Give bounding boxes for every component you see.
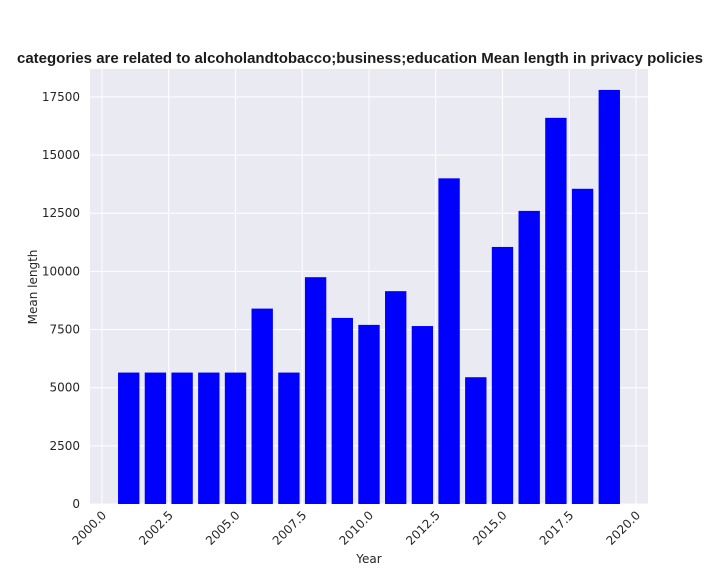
y-tick-label: 12500 <box>42 206 80 220</box>
y-tick-labels: 0 2500 5000 7500 10000 12500 15000 17500 <box>42 90 80 511</box>
bar-2001 <box>118 372 140 504</box>
y-tick-label: 5000 <box>49 381 80 395</box>
x-tick-label: 2020.0 <box>604 508 644 548</box>
x-tick-label: 2000.0 <box>70 508 110 548</box>
x-tick-labels: 2000.0 2002.5 2005.0 2007.5 2010.0 2012.5 2015… <box>70 508 644 548</box>
x-tick-label: 2010.0 <box>337 508 377 548</box>
chart-title: categories are related to alcoholandtoba… <box>17 50 703 67</box>
bar-2003 <box>171 372 193 504</box>
x-tick-label: 2007.5 <box>270 508 310 548</box>
bar-2004 <box>198 372 220 504</box>
y-tick-label: 0 <box>72 497 80 511</box>
bar-2011 <box>385 291 407 504</box>
bar-2018 <box>571 188 594 504</box>
bar-2017 <box>545 117 567 504</box>
bars <box>118 89 620 505</box>
bar-2007 <box>278 372 300 504</box>
bar-2013 <box>438 178 460 505</box>
bar-2019 <box>598 89 620 505</box>
x-tick-label: 2002.5 <box>136 508 176 548</box>
bar-2009 <box>331 317 353 504</box>
bar-2006 <box>251 308 273 504</box>
bar-2012 <box>411 326 434 504</box>
bar-2016 <box>518 210 540 505</box>
y-axis-label: Mean length <box>26 250 40 325</box>
bar-2002 <box>144 372 167 504</box>
x-axis-label: Year <box>355 552 381 566</box>
x-tick-label: 2012.5 <box>403 508 443 548</box>
x-tick-label: 2015.0 <box>470 508 510 548</box>
bar-2008 <box>304 277 327 504</box>
bar-2014 <box>465 377 487 504</box>
y-tick-label: 7500 <box>49 323 80 337</box>
bar-2015 <box>491 246 514 505</box>
x-tick-label: 2017.5 <box>537 508 577 548</box>
y-tick-label: 10000 <box>42 264 80 278</box>
bar-2005 <box>224 372 247 504</box>
y-tick-label: 2500 <box>49 439 80 453</box>
y-tick-label: 17500 <box>42 90 80 104</box>
y-tick-label: 15000 <box>42 148 80 162</box>
bar-2010 <box>358 324 380 504</box>
x-tick-label: 2005.0 <box>203 508 243 548</box>
